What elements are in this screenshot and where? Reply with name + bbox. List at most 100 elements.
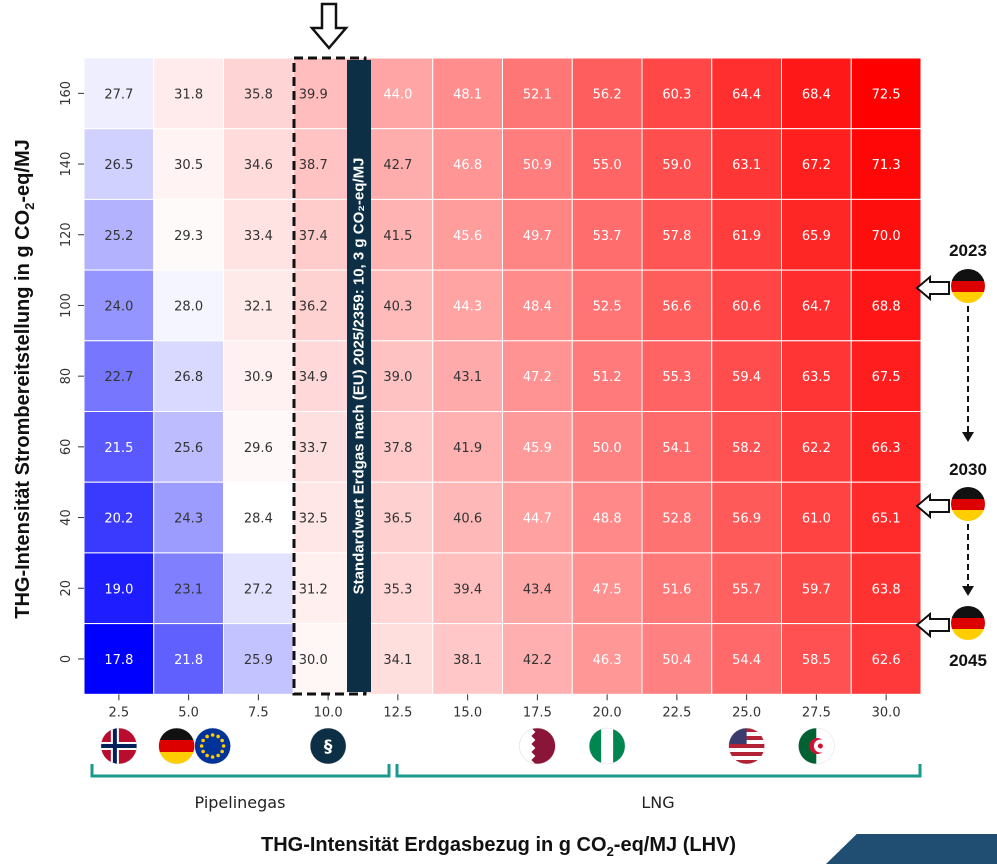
heatmap-cell-label: 64.7 [802, 299, 831, 314]
heatmap-cell-label: 50.9 [523, 158, 552, 173]
heatmap-cell [83, 411, 155, 483]
heatmap-cell [223, 481, 294, 554]
y-axis-title: THG-Intensität Strombereitstellung in g … [12, 139, 37, 619]
heatmap-cell-label: 24.0 [104, 299, 133, 314]
heatmap-cell-label: 35.8 [244, 87, 273, 102]
heatmap-cell [223, 552, 294, 625]
heatmap-cell-label: 24.3 [174, 512, 203, 527]
heatmap-cell [711, 57, 782, 130]
heatmap-cell [432, 57, 503, 130]
x-tick-label: 27.5 [802, 705, 831, 720]
heatmap-cell [83, 198, 155, 271]
heatmap-cell [502, 411, 573, 483]
heatmap-cell [153, 623, 224, 695]
heatmap-cell [502, 269, 573, 342]
heatmap-cell-label: 26.8 [174, 370, 203, 385]
heatmap-cell-label: 34.6 [244, 158, 273, 173]
heatmap-cell-label: 57.8 [662, 229, 691, 244]
y-tick-label: 160 [59, 81, 74, 106]
heatmap-cell-label: 37.4 [299, 229, 328, 244]
heatmap-cell-label: 33.4 [244, 229, 273, 244]
y-tick-label: 120 [59, 222, 74, 247]
heatmap-cell-label: 21.8 [174, 653, 203, 668]
svg-text:§: § [324, 737, 333, 757]
heatmap-cell-label: 61.9 [732, 229, 761, 244]
heatmap-cell [83, 340, 155, 412]
heatmap-cell-label: 63.8 [872, 582, 901, 597]
germany-flag-icon-2045 [951, 606, 985, 640]
heatmap-cell-label: 30.5 [174, 158, 203, 173]
heatmap-cell-label: 52.5 [593, 299, 622, 314]
heatmap-cell [362, 481, 434, 554]
heatmap-svg: 27.7 31.8 35.8 39.9 44.0 48.1 52.1 56.2 60.3 64.4… [59, 2, 987, 812]
heatmap-cell-label: 39.0 [383, 370, 412, 385]
heatmap-cell-label: 72.5 [872, 87, 901, 102]
heatmap-cell-label: 29.6 [244, 441, 273, 456]
heatmap-cell-label: 34.1 [383, 653, 412, 668]
heatmap-cell [850, 57, 922, 130]
heatmap-cell [781, 481, 852, 554]
heatmap-cell-label: 44.0 [383, 87, 412, 102]
heatmap-cell-label: 60.6 [732, 299, 761, 314]
x-axis-ticks: 2.5 5.0 7.5 10.0 12.5 15.0 17.5 20.0 22.5 25.0 27.… [109, 694, 901, 720]
heatmap-cell-label: 59.0 [662, 158, 691, 173]
y-tick-label: 140 [59, 152, 74, 177]
heatmap-cell-label: 68.8 [872, 299, 901, 314]
paragraph-icon: § [309, 727, 347, 765]
left-arrow-icon-2023 [915, 274, 950, 302]
heatmap-cell [223, 57, 294, 130]
heatmap-cell-label: 27.7 [104, 87, 133, 102]
heatmap-cell-label: 67.2 [802, 158, 831, 173]
heatmap-cell-label: 58.2 [732, 441, 761, 456]
qatar-flag-icon [519, 727, 556, 765]
heatmap-cell-label: 53.7 [593, 229, 622, 244]
heatmap-cell-label: 41.9 [453, 441, 482, 456]
heatmap-cell [153, 481, 224, 554]
heatmap-cell [502, 198, 573, 271]
heatmap-cell-label: 61.0 [802, 512, 831, 527]
y-tick-label: 100 [59, 293, 74, 318]
heatmap-cell-label: 56.6 [662, 299, 691, 314]
heatmap-cell-label: 54.4 [732, 653, 761, 668]
heatmap-cell [850, 269, 922, 342]
heatmap-cell-label: 46.8 [453, 158, 482, 173]
heatmap-cell-label: 47.2 [523, 370, 552, 385]
year-2030-label: 2030 [949, 460, 987, 479]
heatmap-cell-label: 42.7 [383, 158, 412, 173]
heatmap-cell-label: 31.2 [299, 582, 328, 597]
heatmap-cell [850, 623, 922, 695]
heatmap-cell [571, 340, 643, 412]
heatmap-cell [781, 198, 852, 271]
heatmap-cell-label: 35.3 [383, 582, 412, 597]
heatmap-cell [432, 340, 503, 412]
heatmap-cell [83, 552, 155, 625]
heatmap-cell [432, 623, 503, 695]
heatmap-cell-label: 36.2 [299, 299, 328, 314]
heatmap-cell [502, 128, 573, 200]
heatmap-cell [850, 552, 922, 625]
heatmap-cell-label: 55.0 [593, 158, 622, 173]
heatmap-cell-label: 20.2 [104, 512, 133, 527]
heatmap-cell [432, 128, 503, 200]
heatmap-cell-label: 28.4 [244, 512, 273, 527]
x-tick-label: 22.5 [662, 705, 691, 720]
heatmap-cell-label: 48.4 [523, 299, 552, 314]
heatmap-cell-label: 54.1 [662, 441, 691, 456]
heatmap-cell-label: 48.1 [453, 87, 482, 102]
usa-flag-icon [728, 727, 765, 765]
heatmap-cell [711, 411, 782, 483]
y-tick-label: 60 [59, 439, 74, 456]
heatmap-cell-label: 43.4 [523, 582, 552, 597]
heatmap-cell [641, 128, 713, 200]
heatmap-cell-label: 32.1 [244, 299, 273, 314]
y-tick-label: 20 [59, 580, 74, 597]
heatmap-cell [223, 340, 294, 412]
heatmap-cell [850, 128, 922, 200]
heatmap-cell [571, 128, 643, 200]
heatmap-cell-label: 55.3 [662, 370, 691, 385]
heatmap-cell [641, 411, 713, 483]
heatmap-cell [781, 623, 852, 695]
timeline-arrowhead-2 [962, 586, 974, 596]
heatmap-cell [153, 128, 224, 200]
